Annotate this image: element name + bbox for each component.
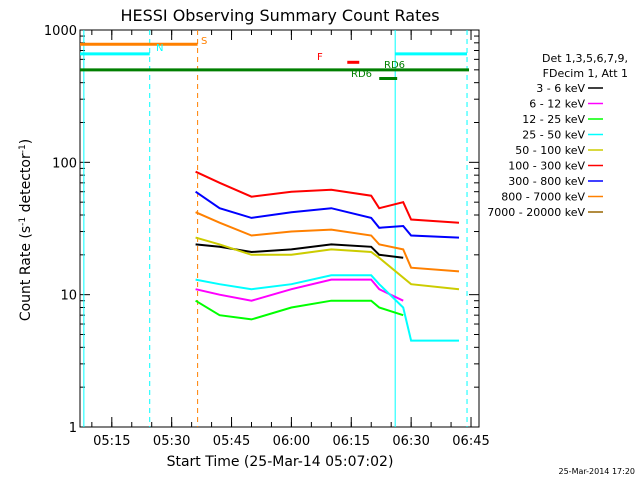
annotation-rd6-b: RD6 (351, 69, 372, 80)
x-tick-label: 06:00 (273, 434, 310, 449)
legend: Det 1,3,5,6,7,9, FDecim 1, Att 1 3 - 6 k… (487, 52, 628, 219)
y-axis-ticks: 1 10 100 1000 (44, 24, 479, 436)
plot-frame (79, 29, 480, 428)
y-tick-label: 1000 (44, 24, 77, 39)
x-tick-label: 06:45 (452, 434, 489, 449)
legend-label: 300 - 800 keV (508, 175, 585, 188)
series-line (195, 243, 404, 259)
legend-label: 50 - 100 keV (515, 144, 585, 157)
x-tick-label: 05:45 (213, 434, 250, 449)
legend-label: 25 - 50 keV (522, 129, 585, 142)
x-tick-label: 06:15 (333, 434, 370, 449)
annotation-s: S (201, 36, 207, 47)
legend-label: 6 - 12 keV (529, 98, 585, 111)
legend-label: 12 - 25 keV (522, 113, 585, 126)
series-line (195, 299, 404, 321)
time-markers (83, 30, 468, 427)
x-axis-label: Start Time (25-Mar-14 05:07:02) (167, 454, 394, 470)
x-tick-label: 05:30 (153, 434, 190, 449)
legend-header-2: FDecim 1, Att 1 (543, 67, 628, 80)
series-line (195, 211, 460, 273)
annotation-f: F (317, 52, 323, 63)
series-line (195, 274, 459, 342)
x-tick-label: 06:30 (392, 434, 429, 449)
series-line (195, 170, 460, 224)
data-series (195, 170, 460, 342)
legend-items: 3 - 6 keV 6 - 12 keV 12 - 25 keV 25 - 50 ke… (487, 82, 603, 219)
x-axis-ticks: 05:15 05:30 05:45 06:00 06:15 06:30 06:45 (91, 30, 490, 449)
chart-title: HESSI Observing Summary Count Rates (120, 6, 439, 25)
legend-label: 800 - 7000 keV (501, 191, 585, 204)
legend-header-1: Det 1,3,5,6,7,9, (542, 52, 628, 65)
annotation-bars (80, 42, 470, 81)
series-line (195, 236, 460, 291)
annotation-rd6-a: RD6 (384, 60, 405, 71)
series-line (195, 278, 404, 302)
y-tick-label: 100 (52, 156, 77, 171)
series-line (195, 190, 460, 239)
legend-label: 100 - 300 keV (508, 160, 585, 173)
annotation-n: N (156, 43, 163, 54)
footer-date: 25-Mar-2014 17:20 (559, 467, 636, 476)
y-tick-label: 1 (69, 421, 77, 436)
y-axis-label: Count Rate (s-1 detector-1) (18, 139, 34, 321)
legend-label: 3 - 6 keV (536, 82, 585, 95)
x-tick-label: 05:15 (93, 434, 130, 449)
y-tick-label: 10 (60, 289, 77, 304)
legend-label: 7000 - 20000 keV (487, 206, 585, 219)
